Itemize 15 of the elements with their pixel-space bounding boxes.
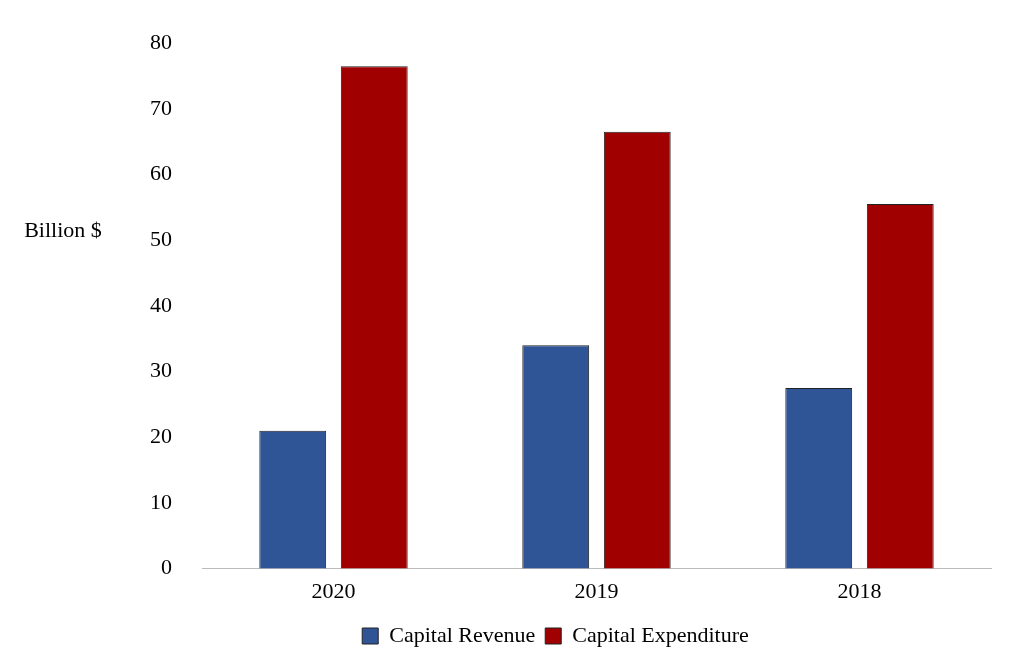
- y-tick-label: 60: [150, 160, 172, 186]
- y-tick-label: 40: [150, 291, 172, 317]
- y-tick-label: 50: [150, 226, 172, 252]
- x-tick-label: 2018: [837, 577, 882, 603]
- legend-label: Capital Expenditure: [572, 621, 749, 647]
- y-tick-label: 20: [150, 423, 172, 449]
- y-tick-label: 80: [150, 28, 172, 54]
- x-tick-label: 2020: [311, 577, 356, 603]
- y-tick-label: 30: [150, 357, 172, 383]
- y-tick-label: 10: [150, 488, 172, 514]
- y-axis-title: Billion $: [23, 216, 103, 244]
- y-tick-label: 70: [150, 94, 172, 120]
- x-tick-label: 2019: [574, 577, 619, 603]
- legend-label: Capital Revenue: [389, 621, 536, 647]
- y-tick-label: 0: [161, 554, 172, 580]
